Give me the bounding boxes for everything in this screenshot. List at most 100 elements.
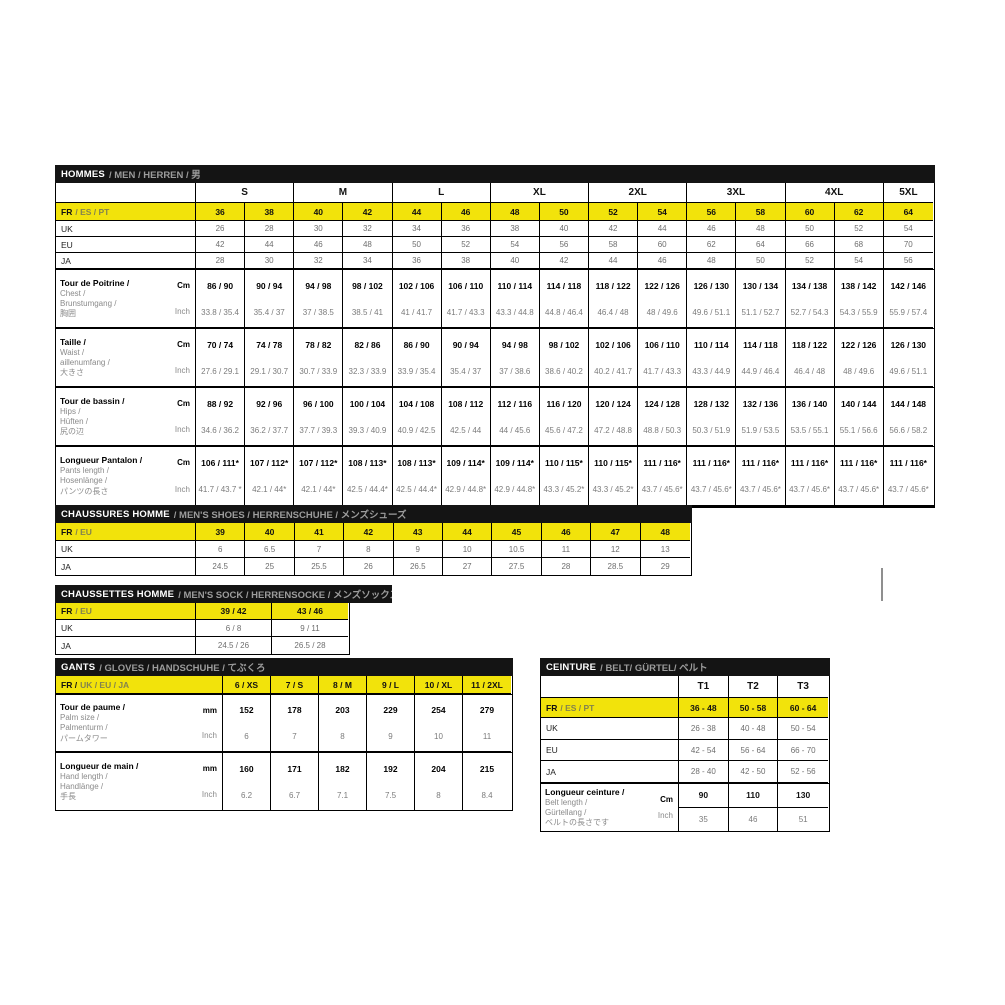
conversion-value: 24.5 <box>196 558 246 575</box>
fr-size-value: 50 - 58 <box>728 698 779 718</box>
inch-value: 46.4 / 48 <box>793 366 826 376</box>
metric-value: 144 / 148 <box>890 398 927 409</box>
conversion-value: 42 <box>196 237 246 253</box>
inch-value: 48 / 49.6 <box>843 366 875 376</box>
measurement-value-cell: 136 / 140 53.5 / 55.1 <box>785 388 835 446</box>
fr-size-value: 62 <box>834 203 884 221</box>
region-label: UK <box>56 541 196 558</box>
fr-row-label: FR / EU <box>56 523 196 541</box>
metric-value: 86 / 90 <box>207 280 234 291</box>
measurement-value-cell: 109 / 114* 42.9 / 44.8* <box>491 447 540 505</box>
conversion-value: 66 - 70 <box>778 740 828 762</box>
inch-value: 35.4 / 37 <box>253 307 285 317</box>
belt-table-title: CEINTURE <box>546 661 597 673</box>
measurement-value-cell: 160 6.2 <box>223 753 271 810</box>
inch-value: 43.7 / 45.6* <box>641 485 683 495</box>
conversion-value: 44 <box>589 253 639 269</box>
region-label: JA <box>56 253 196 269</box>
fr-size-value: 56 <box>687 203 737 221</box>
measurement-subname: Gürtellang / <box>545 807 587 817</box>
metric-value: 203 <box>335 705 350 716</box>
measurement-subname: Hand length / <box>60 771 108 781</box>
fr-size-value: 38 <box>245 203 295 221</box>
fr-size-value: 36 <box>196 203 246 221</box>
conversion-value: 62 <box>687 237 737 253</box>
fr-row-label-main: FR / <box>61 679 78 690</box>
metric-value: 140 / 144 <box>840 398 877 409</box>
measurement-value-cell: 98 / 102 38.5 / 41 <box>343 270 393 328</box>
measurement-value-cell: 100 / 104 39.3 / 40.9 <box>343 388 393 446</box>
conversion-value: 24.5 / 26 <box>196 637 272 654</box>
fr-size-value: 48 <box>640 523 690 541</box>
measurement-name: Tour de Poitrine / <box>60 277 130 288</box>
size-group-header: 5XL <box>883 183 933 203</box>
metric-value: 111 / 116* <box>643 457 681 468</box>
belt-conversion-row: UK 26 - 38 40 - 48 50 - 54 <box>541 718 829 740</box>
inch-value: 42.5 / 44.4* <box>396 485 438 495</box>
conversion-value: 38 <box>441 253 491 269</box>
belt-table-title-translations: / BELT/ GÜRTEL/ ベルト <box>600 663 708 674</box>
conversion-value: 44 <box>245 237 295 253</box>
measurement-subname: Hosenlänge / <box>60 476 108 486</box>
inch-value: 42.5 / 44.4* <box>346 485 388 495</box>
metric-value: 107 / 112* <box>250 457 289 468</box>
conversion-value: 36 <box>392 253 442 269</box>
belt-size-header: T3 <box>778 676 828 698</box>
conversion-value: 6 / 8 <box>196 620 272 637</box>
measurement-subname: Chest / <box>60 288 86 298</box>
conversion-value: 26.5 / 28 <box>294 641 326 650</box>
measurement-value-cell: 74 / 78 29.1 / 30.7 <box>245 329 295 387</box>
inch-value: 45.6 / 47.2 <box>545 425 583 435</box>
conversion-value: 11 <box>541 541 592 558</box>
fr-row: FR / EU 39 40 41 42 43 44 45 46 47 48 <box>56 523 691 541</box>
measurement-value-cell: 78 / 82 30.7 / 33.9 <box>294 329 344 387</box>
measurement-subname: 尻の辺 <box>60 427 84 437</box>
measurement-value-cell: 111 / 116* 43.7 / 45.6* <box>884 447 933 505</box>
measurement-value-cell: 108 / 113* 42.5 / 44.4* <box>343 447 393 505</box>
conversion-value: 26.5 <box>394 558 443 575</box>
conversion-value: 46 <box>294 237 344 253</box>
inch-value: 42.9 / 44.8* <box>494 485 536 495</box>
inch-value: 8 <box>340 731 345 741</box>
conversion-value: 46 <box>638 253 688 269</box>
belt-conversion-row: JA 28 - 40 42 - 50 52 - 56 <box>541 761 829 784</box>
belt-length-value: 35 <box>679 807 729 832</box>
inch-value: 36.2 / 37.7 <box>250 425 289 435</box>
men-measurement-row: Tour de bassin / Hips / Hüften / 尻の辺 Cm Inch 8… <box>56 387 934 446</box>
inch-value: 49.6 / 51.1 <box>889 366 928 376</box>
measurement-subname: 大きさ <box>60 368 84 378</box>
measurement-value-cell: 104 / 108 40.9 / 42.5 <box>392 388 442 446</box>
conversion-value: 30 <box>294 221 344 237</box>
inch-value: 48 / 49.6 <box>646 307 678 317</box>
measurement-subname: Waist / <box>60 347 85 357</box>
measurement-value-cell: 122 / 126 48 / 49.6 <box>834 329 884 387</box>
metric-value: 82 / 86 <box>354 339 381 350</box>
measurement-value-cell: 114 / 118 44.9 / 46.4 <box>736 329 786 387</box>
measurement-name: Longueur de main / <box>60 760 139 771</box>
conversion-value: 38 <box>490 221 540 237</box>
conversion-value: 64 <box>736 237 786 253</box>
metric-value: 171 <box>287 763 302 774</box>
measurement-value-cell: 152 6 <box>223 695 271 752</box>
inch-value: 42.5 / 44 <box>450 425 482 435</box>
conversion-value: 56 <box>883 253 933 269</box>
fr-size-value: 11 / 2XL <box>463 676 511 694</box>
conversion-value: 26 <box>344 558 394 575</box>
fr-row-label-rest: UK / EU / JA <box>80 679 130 690</box>
metric-value: 215 <box>479 763 495 774</box>
metric-value: 192 <box>383 763 398 774</box>
conversion-value: 50 <box>736 253 786 269</box>
unit-top-label: Cm <box>177 340 190 349</box>
fr-size-value: 7 / S <box>271 676 319 694</box>
measurement-value-cell: 111 / 116* 43.7 / 45.6* <box>835 447 884 505</box>
conversion-value: 30 <box>245 253 295 269</box>
inch-value: 6.2 <box>240 790 253 800</box>
belt-table: CEINTURE / BELT/ GÜRTEL/ ベルト T1 T2 T3 FR / E… <box>540 658 830 833</box>
inch-value: 32.3 / 33.9 <box>348 366 387 376</box>
measurement-value-cell: 102 / 106 41 / 41.7 <box>392 270 442 328</box>
inch-value: 37 / 38.6 <box>499 366 531 376</box>
conversion-value: 48 <box>687 253 737 269</box>
men-measurement-row: Tour de Poitrine / Chest / Brunstumgang / 胸… <box>56 269 934 328</box>
belt-length-subrow: 35 46 51 <box>679 807 829 832</box>
